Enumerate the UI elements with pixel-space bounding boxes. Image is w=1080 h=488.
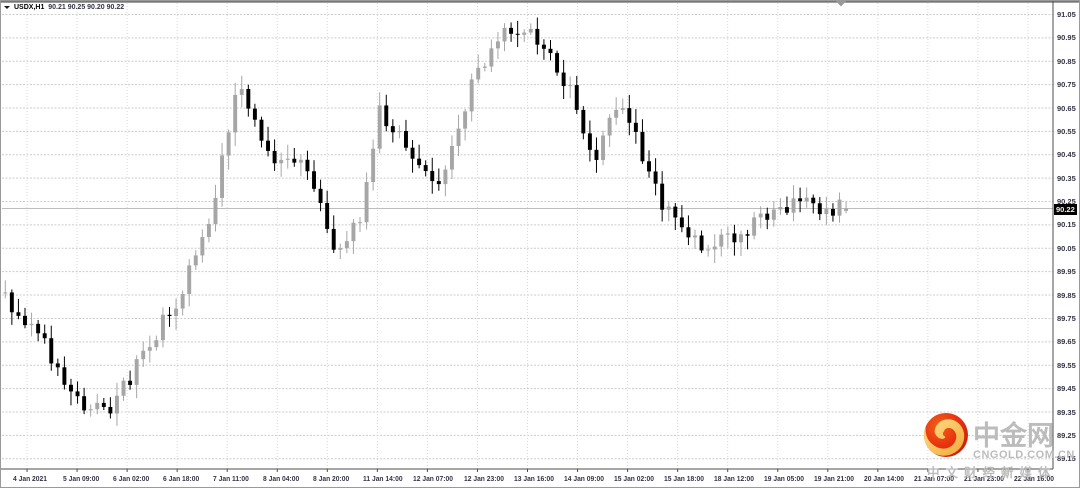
svg-text:中金网: 中金网 [973, 420, 1054, 451]
svg-text:CNGOLD.COM.CN: CNGOLD.COM.CN [973, 449, 1075, 461]
svg-text:中文财经新媒体: 中文财经新媒体 [927, 465, 1057, 480]
